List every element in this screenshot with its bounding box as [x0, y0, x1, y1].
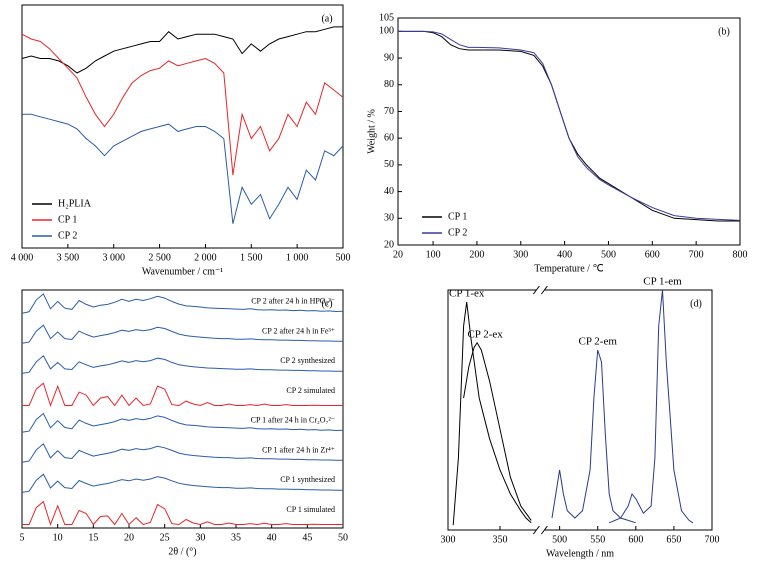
axis-break-mark — [533, 525, 540, 535]
x-tick-label: 700 — [705, 534, 720, 545]
trace-label: CP 1 simulated — [286, 505, 335, 514]
x-tick-label: 50 — [338, 532, 348, 543]
peak-label: CP 1-ex — [449, 288, 485, 300]
frame — [21, 289, 344, 529]
axis-break-mark — [533, 285, 540, 295]
y-tick-label: 105 — [379, 12, 394, 23]
legend-label: H₂PLIA — [58, 198, 92, 209]
x-tick-label: 500 — [552, 534, 567, 545]
trace-label: CP 1 synthesized — [280, 475, 335, 484]
frame — [21, 4, 344, 249]
x-tick-label: 5 — [20, 532, 25, 543]
series-line — [398, 30, 740, 222]
peak-label: CP 2-ex — [467, 328, 503, 340]
series-line — [22, 113, 344, 224]
legend-label: CP 1 — [448, 211, 467, 222]
x-tick-label: 3 500 — [57, 252, 80, 263]
trace-label: CP 2 simulated — [286, 386, 335, 395]
panel-label: (a) — [321, 13, 332, 24]
series-line — [463, 341, 532, 521]
x-axis-label: 2θ / (°) — [168, 546, 196, 557]
x-tick-label: 40 — [267, 532, 277, 543]
x-tick-label: 600 — [645, 249, 660, 260]
series-line — [21, 324, 343, 344]
series-line — [452, 301, 532, 526]
series-line — [609, 289, 694, 524]
x-tick-label: 45 — [302, 532, 312, 543]
x-tick-label: 1 500 — [240, 252, 263, 263]
y-tick-label: 30 — [384, 213, 394, 224]
series-line — [22, 382, 343, 408]
y-tick-label: 20 — [384, 239, 394, 250]
axis-break-mark — [541, 525, 548, 535]
panel-label: (b) — [718, 26, 730, 37]
x-tick-label: 2 500 — [148, 252, 171, 263]
x-tick-label: 600 — [628, 534, 643, 545]
trace-label: CP 1 after 24 h in Cr₂O₇²⁻ — [251, 416, 335, 425]
series-line — [21, 26, 343, 74]
frame — [397, 17, 741, 246]
x-tick-label: 300 — [513, 249, 528, 260]
series-line — [21, 443, 343, 463]
x-tick-label: 25 — [160, 532, 170, 543]
x-tick-label: 20 — [393, 249, 403, 260]
panel-label: (c) — [321, 298, 332, 309]
axis-break-gap — [536, 527, 545, 533]
series-line — [22, 500, 343, 527]
series-line — [21, 473, 343, 493]
x-axis-label: Temperature / ℃ — [534, 263, 603, 274]
trace-label: CP 2 after 24 h in HPO₄²⁻ — [251, 297, 335, 306]
axis-break-gap — [536, 287, 545, 293]
x-tick-label: 10 — [53, 532, 63, 543]
x-tick-label: 20 — [124, 532, 134, 543]
y-tick-label: 100 — [379, 26, 394, 37]
x-tick-label: 500 — [336, 252, 351, 263]
x-tick-label: 1 000 — [286, 252, 309, 263]
y-tick-label: 80 — [384, 79, 394, 90]
panel-label: (d) — [690, 298, 702, 309]
trace-label: CP 2 after 24 h in Fe³⁺ — [262, 326, 335, 335]
trace-label: CP 2 synthesized — [280, 356, 335, 365]
x-tick-label: 550 — [590, 534, 605, 545]
x-tick-label: 650 — [666, 534, 681, 545]
legend-label: CP 2 — [58, 230, 77, 241]
y-tick-label: 90 — [384, 52, 394, 63]
x-tick-label: 2 000 — [194, 252, 217, 263]
peak-label: CP 1-em — [643, 276, 682, 288]
x-axis-label: Wavelength / nm — [546, 548, 614, 559]
axis-break-mark — [541, 285, 548, 295]
frame — [447, 289, 713, 531]
legend-label: CP 1 — [58, 214, 77, 225]
peak-label: CP 2-em — [579, 336, 618, 348]
x-tick-label: 500 — [601, 249, 616, 260]
y-tick-label: 60 — [384, 132, 394, 143]
x-tick-label: 15 — [88, 532, 98, 543]
x-tick-label: 700 — [689, 249, 704, 260]
y-axis-label: Weight / % — [366, 109, 377, 154]
series-line — [21, 412, 344, 433]
x-tick-label: 800 — [733, 249, 748, 260]
x-tick-label: 4 000 — [11, 252, 34, 263]
series-line — [21, 33, 344, 176]
y-tick-label: 70 — [384, 106, 394, 117]
x-tick-label: 350 — [493, 534, 508, 545]
x-tick-label: 300 — [441, 534, 456, 545]
x-tick-label: 3 000 — [102, 252, 125, 263]
y-tick-label: 50 — [384, 159, 394, 170]
x-tick-label: 100 — [426, 249, 441, 260]
series-line — [551, 349, 636, 524]
x-tick-label: 35 — [231, 532, 241, 543]
series-line — [21, 355, 343, 374]
series-line — [21, 293, 344, 314]
x-axis-label: Wavenumber / cm⁻¹ — [142, 266, 223, 277]
y-tick-label: 40 — [384, 186, 394, 197]
x-tick-label: 400 — [557, 249, 572, 260]
legend-label: CP 2 — [448, 227, 467, 238]
series-line — [398, 30, 741, 221]
x-tick-label: 200 — [469, 249, 484, 260]
x-tick-label: 30 — [195, 532, 205, 543]
trace-label: CP 1 after 24 h in Zr⁴⁺ — [262, 445, 335, 454]
